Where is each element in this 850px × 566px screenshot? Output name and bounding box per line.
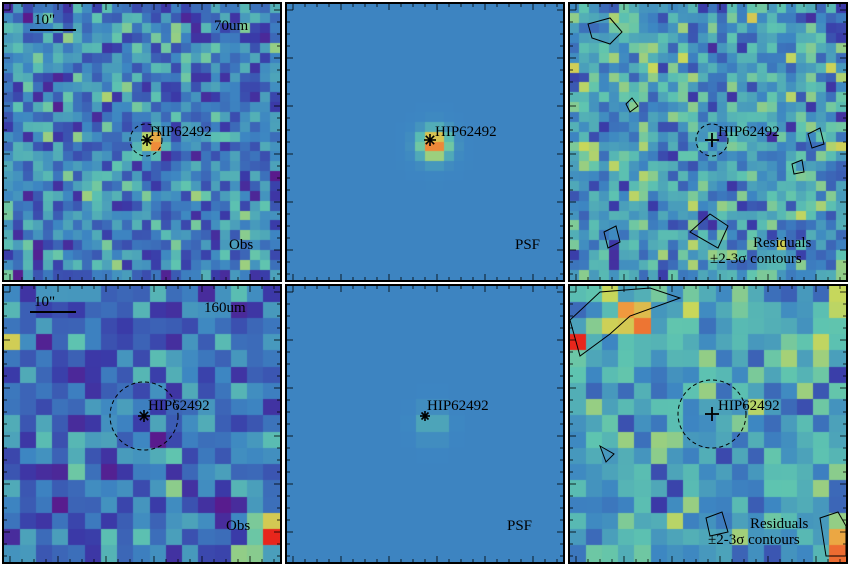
contour-line bbox=[599, 444, 615, 463]
contour-line bbox=[587, 17, 623, 45]
aperture-circle bbox=[677, 379, 747, 449]
residuals-label: Residuals bbox=[750, 516, 809, 532]
contour-line bbox=[570, 287, 682, 357]
obs-70um-overlay bbox=[4, 4, 280, 280]
contour-line bbox=[819, 511, 846, 557]
psf-label: PSF bbox=[507, 518, 533, 534]
star-marker bbox=[424, 134, 436, 146]
obs-160um-overlay bbox=[4, 286, 280, 562]
target-label: HIP62492 bbox=[435, 124, 497, 140]
axis-ticks bbox=[570, 286, 846, 562]
contour-line bbox=[807, 127, 825, 149]
contour-line bbox=[625, 97, 639, 113]
obs-label: Obs bbox=[229, 237, 254, 253]
axis-ticks bbox=[287, 286, 563, 562]
contours-label: ±2-3σ contours bbox=[710, 251, 802, 267]
axis-ticks bbox=[4, 286, 280, 562]
aperture-circle bbox=[129, 123, 163, 157]
panel-psf-160um: 2015105 HIP62492 PSF bbox=[285, 284, 565, 564]
psf-label: PSF bbox=[515, 237, 541, 253]
cross-marker bbox=[705, 133, 719, 147]
contour-line bbox=[705, 511, 729, 537]
target-label: HIP62492 bbox=[427, 398, 489, 414]
aperture-circle bbox=[109, 381, 179, 451]
panel-obs-160um: 10" 160um HIP62492 Obs bbox=[2, 284, 282, 564]
scale-bar-label: 10" bbox=[34, 12, 56, 28]
contour-line bbox=[603, 225, 621, 249]
psf-160um-overlay: 2015105 bbox=[287, 286, 563, 562]
contours-label: ±2-3σ contours bbox=[708, 532, 800, 548]
axis-ticks bbox=[287, 4, 563, 280]
target-label: HIP62492 bbox=[718, 124, 780, 140]
axis-ticks bbox=[570, 4, 846, 280]
obs-70um-image bbox=[4, 4, 280, 280]
contour-line bbox=[689, 213, 729, 249]
residuals-160um-image bbox=[570, 286, 846, 562]
residuals-label: Residuals bbox=[753, 235, 812, 251]
star-marker bbox=[420, 411, 430, 421]
residuals-70um-overlay bbox=[570, 4, 846, 280]
panel-psf-70um: 302010 HIP62492 PSF bbox=[285, 2, 565, 282]
panel-residuals-70um: HIP62492 Residuals ±2-3σ contours bbox=[568, 2, 848, 282]
psf-160um-image bbox=[287, 286, 563, 562]
psf-70um-image bbox=[287, 4, 563, 280]
panel-residuals-160um: HIP62492 Residuals ±2-3σ contours bbox=[568, 284, 848, 564]
target-label: HIP62492 bbox=[148, 398, 210, 414]
psf-70um-overlay: 302010 bbox=[287, 4, 563, 280]
star-marker bbox=[138, 410, 150, 422]
target-label: HIP62492 bbox=[150, 124, 212, 140]
obs-160um-image bbox=[4, 286, 280, 562]
obs-label: Obs bbox=[226, 518, 251, 534]
axis-ticks bbox=[4, 4, 280, 280]
contour-line bbox=[791, 159, 805, 175]
residuals-70um-image bbox=[570, 4, 846, 280]
band-label-160um: 160um bbox=[204, 300, 246, 316]
residuals-160um-overlay bbox=[570, 286, 846, 562]
star-marker bbox=[141, 134, 153, 146]
aperture-circle bbox=[695, 123, 729, 157]
panel-obs-70um: 10" 70um HIP62492 Obs bbox=[2, 2, 282, 282]
band-label-70um: 70um bbox=[214, 18, 249, 34]
cross-marker bbox=[705, 407, 719, 421]
scale-bar-label: 10" bbox=[34, 294, 56, 310]
target-label: HIP62492 bbox=[718, 398, 780, 414]
